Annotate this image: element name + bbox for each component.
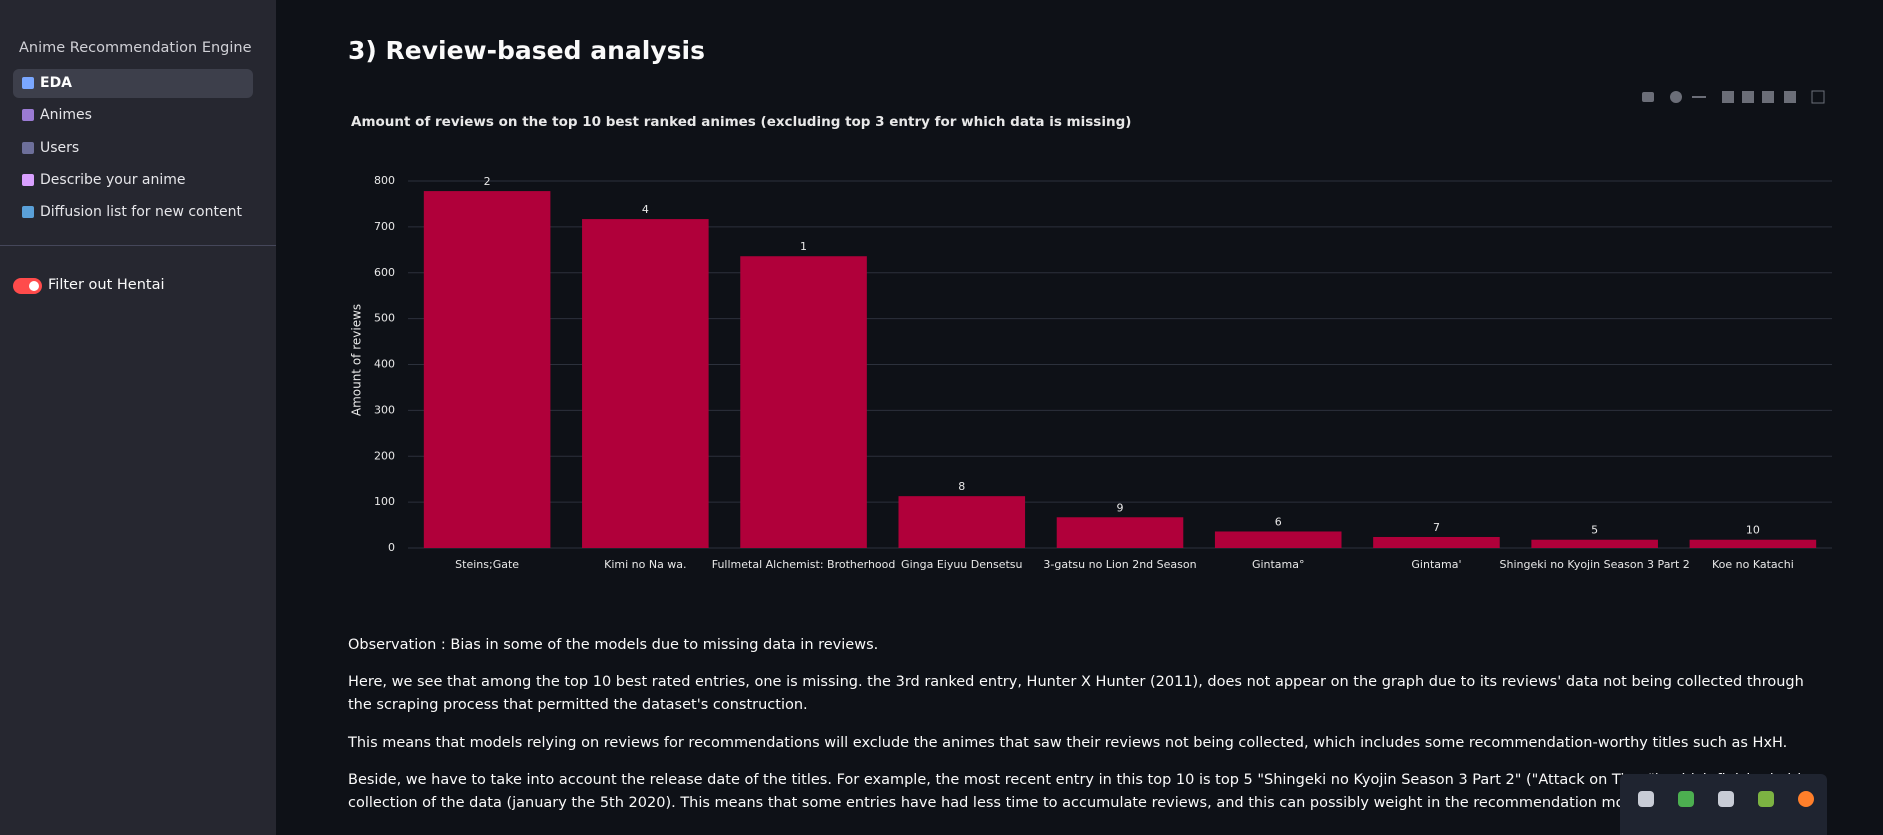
nav-icon (22, 173, 34, 186)
paragraph-line: Beside, we have to take into account the… (348, 772, 1820, 788)
y-tick-label: 700 (374, 220, 395, 233)
x-tick-label: Fullmetal Alchemist: Brotherhood (712, 558, 896, 571)
bar (1373, 536, 1500, 548)
divider (0, 245, 276, 246)
y-tick-label: 600 (374, 266, 395, 279)
bar-rank-label: 1 (800, 240, 807, 253)
bar-rank-label: 5 (1591, 524, 1598, 537)
paragraph-line: collection of the data (january the 5th … (348, 795, 1773, 811)
y-tick-label: 500 (374, 312, 395, 325)
y-tick-label: 0 (388, 541, 395, 554)
nav-icon (22, 141, 34, 154)
nav-item[interactable]: Describe your anime (13, 166, 253, 195)
nav-icon (22, 77, 34, 89)
bar (1531, 539, 1658, 548)
heading: 3) Review-based analysis (348, 36, 705, 65)
bar-rank-label: 10 (1746, 524, 1760, 537)
nav-item[interactable]: Diffusion list for new content (13, 198, 253, 227)
bar (1689, 539, 1817, 548)
toggle[interactable] (13, 278, 42, 294)
paragraph: Here, we see that among the top 10 best … (348, 674, 1804, 713)
y-tick-label: 200 (374, 449, 395, 462)
y-tick-label: 800 (374, 174, 395, 187)
bar-rank-label: 7 (1433, 521, 1440, 534)
x-tick-label: Kimi no Na wa. (604, 558, 686, 571)
paragraph: Observation : Bias in some of the models… (348, 637, 879, 653)
nav-item[interactable]: Animes (13, 101, 253, 130)
y-axis-title: Amount of reviews (350, 304, 364, 416)
nav-item[interactable]: EDA (13, 69, 253, 98)
chart-title: Amount of reviews on the top 10 best ran… (351, 114, 1131, 130)
x-tick-label: Gintama' (1411, 558, 1461, 571)
bar-rank-label: 2 (484, 175, 491, 188)
bar-rank-label: 9 (1117, 501, 1124, 514)
x-tick-label: Steins;Gate (455, 558, 519, 571)
nav-icon (22, 109, 34, 122)
toggle-label: Filter out Hentai (48, 277, 165, 293)
sidebar: Anime Recommendation Engine EDA Animes Use… (0, 0, 276, 835)
x-tick-label: Koe no Katachi (1712, 558, 1794, 571)
x-tick-label: Ginga Eiyuu Densetsu (901, 558, 1022, 571)
bar-rank-label: 4 (642, 203, 649, 216)
x-tick-label: 3-gatsu no Lion 2nd Season (1043, 558, 1196, 571)
bar-rank-label: 6 (1275, 515, 1282, 528)
y-tick-label: 300 (374, 403, 395, 416)
modebar (1642, 90, 1825, 104)
bar (1056, 517, 1184, 548)
x-tick-label: Shingeki no Kyojin Season 3 Part 2 (1500, 558, 1690, 571)
bar (582, 219, 709, 549)
app-title: Anime Recommendation Engine (19, 40, 252, 56)
nav-item[interactable]: Users (13, 134, 253, 163)
bar (1214, 531, 1342, 548)
nav-icon (22, 206, 34, 219)
bar (898, 496, 1026, 548)
y-tick-label: 400 (374, 358, 395, 371)
bar-rank-label: 8 (958, 480, 965, 493)
bar (423, 191, 551, 548)
y-tick-label: 100 (374, 495, 395, 508)
bar (740, 256, 867, 548)
paragraph: This means that models relying on review… (348, 735, 1788, 751)
x-tick-label: Gintama° (1252, 558, 1305, 571)
taskbar-overlay (1620, 774, 1827, 835)
